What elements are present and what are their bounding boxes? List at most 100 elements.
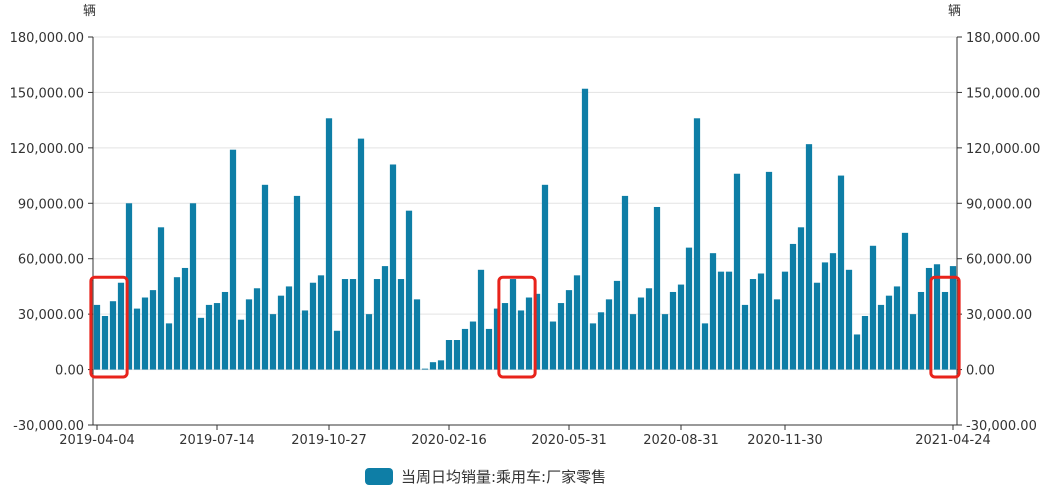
highlight-boxes — [89, 275, 961, 379]
y-axis-right: 180,000.00 150,000.00 120,000.00 90,000.00 6… — [957, 31, 1040, 434]
bar — [229, 149, 237, 370]
bar — [821, 262, 829, 370]
y-left-tick-label: 90,000.00 — [18, 197, 84, 212]
bar — [733, 173, 741, 370]
bar — [101, 315, 109, 370]
bar — [549, 321, 557, 370]
legend[interactable]: 当周日均销量:乘用车:厂家零售 — [365, 468, 606, 486]
bar — [613, 280, 621, 370]
bar — [173, 277, 181, 370]
bar — [197, 317, 205, 370]
bar — [429, 362, 437, 370]
bar — [341, 279, 349, 370]
bar — [301, 310, 309, 370]
bar — [509, 279, 517, 370]
bar — [709, 253, 717, 370]
highlight-box — [89, 275, 129, 379]
bar — [525, 297, 533, 370]
bar — [157, 227, 165, 370]
bar — [133, 308, 141, 370]
y-right-tick-label: 150,000.00 — [966, 86, 1040, 101]
bar — [741, 304, 749, 370]
bar — [765, 171, 773, 370]
bar — [861, 315, 869, 370]
bar — [117, 282, 125, 370]
bar — [445, 340, 453, 370]
bar — [269, 314, 277, 370]
highlight-box — [497, 275, 537, 379]
bar — [573, 275, 581, 370]
bar — [701, 323, 709, 370]
bar — [605, 299, 613, 370]
bar — [933, 264, 941, 370]
bar — [189, 203, 197, 370]
bar — [357, 138, 365, 370]
bar — [717, 271, 725, 370]
bar — [493, 308, 501, 370]
bar — [797, 227, 805, 370]
y-axis-left: 180,000.00 150,000.00 120,000.00 90,000.00 6… — [10, 31, 93, 434]
bar — [109, 301, 117, 370]
left-unit-label: 辆 — [83, 4, 96, 19]
bar — [829, 253, 837, 370]
bar — [517, 310, 525, 370]
bar — [405, 210, 413, 370]
x-tick-label: 2019-04-04 — [59, 433, 135, 448]
bar — [501, 303, 509, 370]
bar — [845, 269, 853, 370]
bar — [285, 286, 293, 370]
bar — [205, 304, 213, 370]
bar — [469, 321, 477, 370]
bar — [909, 314, 917, 370]
bar — [557, 303, 565, 370]
bar — [477, 269, 485, 370]
y-right-tick-label: 0.00 — [966, 364, 995, 379]
bar — [781, 271, 789, 370]
bar — [661, 314, 669, 370]
bar — [309, 282, 317, 370]
y-left-tick-label: 0.00 — [55, 364, 84, 379]
bar — [533, 293, 541, 370]
bar — [749, 279, 757, 370]
bar — [213, 303, 221, 370]
x-tick-label: 2020-02-16 — [411, 433, 487, 448]
bar — [645, 288, 653, 370]
axes — [92, 37, 958, 426]
bar — [461, 328, 469, 370]
bar — [789, 243, 797, 370]
bar — [373, 279, 381, 370]
bar — [453, 340, 461, 370]
bar — [437, 360, 445, 370]
bar — [813, 282, 821, 370]
y-left-tick-label: -30,000.00 — [13, 419, 84, 434]
bar — [565, 290, 573, 370]
bar — [141, 297, 149, 370]
bar — [581, 88, 589, 370]
bar — [365, 314, 373, 370]
bar — [725, 271, 733, 370]
bar — [677, 284, 685, 370]
bar — [893, 286, 901, 370]
highlight-box — [929, 275, 961, 379]
bar — [685, 247, 693, 370]
bar-series — [93, 88, 957, 370]
bar — [805, 144, 813, 370]
bar — [221, 291, 229, 370]
bar — [389, 164, 397, 370]
y-left-tick-label: 150,000.00 — [10, 86, 84, 101]
bar — [125, 203, 133, 370]
bar — [901, 232, 909, 370]
bar — [165, 323, 173, 370]
bar — [949, 266, 957, 370]
bar — [589, 323, 597, 370]
x-tick-label: 2019-10-27 — [291, 433, 367, 448]
bar — [325, 118, 333, 370]
x-tick-label: 2020-08-31 — [643, 433, 719, 448]
x-axis: 2019-04-04 2019-07-14 2019-10-27 2020-02-16… — [59, 425, 991, 448]
bar — [381, 266, 389, 370]
y-right-tick-label: 90,000.00 — [966, 197, 1032, 212]
x-tick-label: 2020-11-30 — [747, 433, 823, 448]
bar — [237, 319, 245, 370]
